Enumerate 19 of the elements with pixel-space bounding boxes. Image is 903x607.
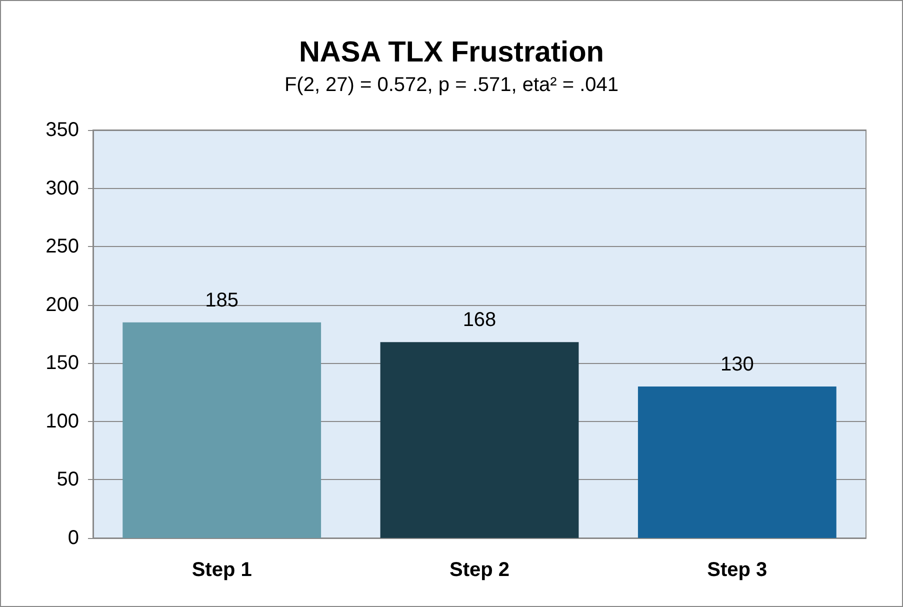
y-tick-label: 50: [56, 468, 79, 491]
data-label: 185: [205, 289, 239, 312]
y-tick-label: 200: [46, 294, 79, 316]
x-tick-label: Step 3: [707, 559, 768, 581]
bar: [380, 342, 579, 538]
x-tick-label: Step 1: [192, 559, 252, 581]
y-tick-label: 350: [46, 119, 79, 141]
bar: [122, 322, 322, 538]
chart-subtitle: F(2, 27) = 0.572, p = .571, eta² = .041: [284, 74, 619, 96]
bar: [638, 386, 836, 538]
y-tick-label: 300: [46, 177, 79, 200]
y-tick-label: 250: [46, 236, 79, 258]
y-tick-label: 100: [46, 410, 79, 432]
data-label: 168: [462, 309, 496, 332]
y-tick-label: 150: [46, 352, 79, 374]
data-label: 130: [720, 353, 754, 376]
chart-title: NASA TLX Frustration: [298, 36, 604, 68]
y-tick-label: 0: [68, 527, 79, 549]
x-tick-label: Step 2: [449, 559, 510, 581]
